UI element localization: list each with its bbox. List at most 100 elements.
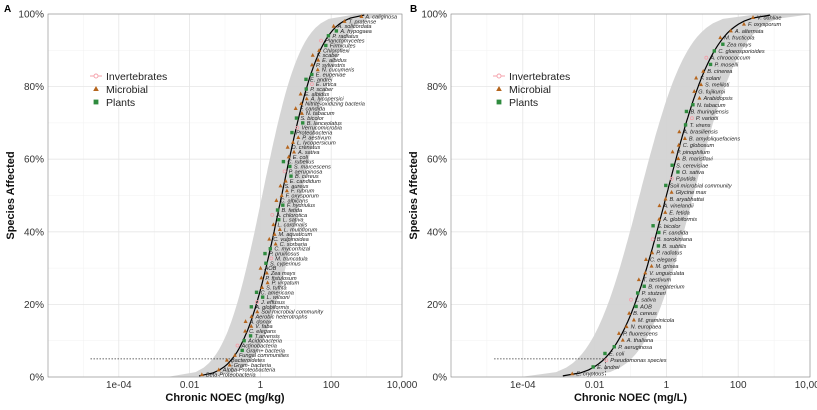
- microbial-point: [258, 265, 263, 270]
- species-label: J. effusus: [260, 300, 285, 306]
- species-label: P. stutzeri: [642, 291, 667, 297]
- species-label: A. brasiliensis: [682, 130, 718, 136]
- microbial-point: [259, 275, 264, 280]
- plant-point: [277, 218, 281, 222]
- microbial-point: [277, 227, 282, 231]
- invertebrate-point: [629, 297, 633, 302]
- species-label: N. tabacum: [697, 103, 726, 109]
- chart-panel-A: Beta-ProteobacteriaAlpha-ProteobacteriaG…: [4, 4, 418, 404]
- plant-point: [657, 230, 661, 235]
- species-label: C. gloeosporioides: [718, 49, 765, 55]
- species-label: P. aeruginosa: [618, 345, 652, 351]
- species-label: S. meliloti: [705, 83, 730, 89]
- species-label: S. cerevisiae: [676, 163, 708, 169]
- species-label: E. coli: [293, 155, 309, 161]
- species-label: Zea mays: [726, 42, 752, 48]
- microbial-point: [682, 136, 687, 140]
- microbial-point: [283, 178, 288, 183]
- species-label: Glycine max: [676, 190, 707, 196]
- y-tick-label: 60%: [427, 155, 447, 166]
- plant-point: [683, 123, 688, 127]
- microbial-point: [676, 142, 681, 147]
- invertebrate-point: [295, 125, 300, 130]
- y-tick-label: 80%: [427, 82, 447, 93]
- plant-point: [324, 43, 328, 48]
- species-label: N. tabacum: [306, 111, 335, 117]
- invertebrate-point: [669, 176, 674, 181]
- species-label: C. globosum: [683, 143, 715, 149]
- species-label: C. vulpinoidea: [273, 237, 308, 243]
- plant-point: [248, 334, 253, 338]
- plant-point: [642, 284, 646, 288]
- species-label: M. truncatula: [275, 256, 307, 262]
- species-label: Pseudomonas species: [610, 358, 666, 364]
- microbial-point: [299, 111, 304, 115]
- plant-point: [249, 305, 254, 309]
- species-label: Acidobacteria: [247, 339, 282, 345]
- plant-point: [708, 62, 713, 67]
- species-label: E. albidus: [322, 58, 347, 64]
- species-label: F. rubrum: [291, 189, 315, 195]
- microbial-point: [271, 222, 276, 227]
- plant-point: [260, 295, 265, 299]
- panel-label: A: [4, 4, 11, 15]
- plant-point: [281, 203, 285, 207]
- microbial-point: [359, 14, 364, 19]
- legend-key-invertebrates: [496, 73, 502, 79]
- species-label: C. elegans: [249, 329, 276, 335]
- microbial-point: [728, 28, 733, 33]
- x-tick-label: 100: [323, 380, 340, 391]
- species-label: M. graminicola: [638, 318, 674, 324]
- species-label: V. dahliae: [757, 15, 781, 21]
- microbial-point: [310, 52, 315, 57]
- x-tick-label: 0.01: [585, 380, 605, 391]
- plant-point: [240, 348, 244, 353]
- species-label: A. globiformis: [662, 217, 697, 223]
- species-label: P. virgatum: [272, 281, 300, 287]
- plant-point: [281, 159, 286, 164]
- microbial-point: [216, 367, 221, 372]
- x-tick-label: 1: [258, 380, 264, 391]
- species-label: B. amyloliquefaciens: [689, 136, 741, 142]
- species-label: A. solicordata: [337, 24, 372, 30]
- microbial-point: [699, 82, 704, 87]
- microbial-point: [272, 232, 277, 236]
- species-label: M. aquaticum: [279, 232, 313, 238]
- species-label: P. radiatus: [656, 251, 682, 257]
- y-tick-label: 100%: [421, 10, 447, 21]
- invertebrate-point: [270, 212, 275, 217]
- plant-point: [334, 29, 339, 33]
- plant-point: [242, 339, 246, 343]
- microbial-point: [570, 371, 575, 376]
- plant-point: [591, 365, 595, 369]
- plant-point: [612, 345, 616, 349]
- microbial-point: [265, 280, 270, 285]
- plant-point: [288, 164, 292, 169]
- species-label: O. sativa: [682, 170, 704, 176]
- species-label: C. sorbaria: [280, 242, 307, 248]
- legend-label: Plants: [509, 97, 538, 109]
- x-tick-label: 0.01: [180, 380, 200, 391]
- microbial-point: [631, 317, 636, 322]
- species-label: C. americana: [261, 290, 294, 296]
- microbial-point: [285, 144, 290, 149]
- microbial-point: [741, 21, 746, 26]
- invertebrate-point: [255, 300, 259, 304]
- microbial-point: [304, 96, 309, 101]
- y-tick-label: 80%: [24, 82, 44, 93]
- microbial-point: [692, 89, 697, 93]
- species-label: Alpha-Proteobacteria: [222, 368, 276, 374]
- legend-key-invertebrates: [93, 73, 99, 79]
- y-axis-title: Species Affected: [408, 151, 420, 239]
- species-label: S. bicolor: [657, 224, 681, 230]
- species-label: Beta-Proteobacteria: [206, 373, 256, 379]
- species-label: A. alternata: [734, 29, 764, 35]
- species-label: B. cereus: [633, 311, 657, 317]
- microbial-point: [243, 319, 248, 323]
- microbial-point: [627, 310, 632, 315]
- microbial-point: [697, 95, 702, 100]
- microbial-point: [670, 149, 675, 154]
- species-label: E. urtica: [316, 82, 337, 88]
- plant-point: [294, 116, 299, 120]
